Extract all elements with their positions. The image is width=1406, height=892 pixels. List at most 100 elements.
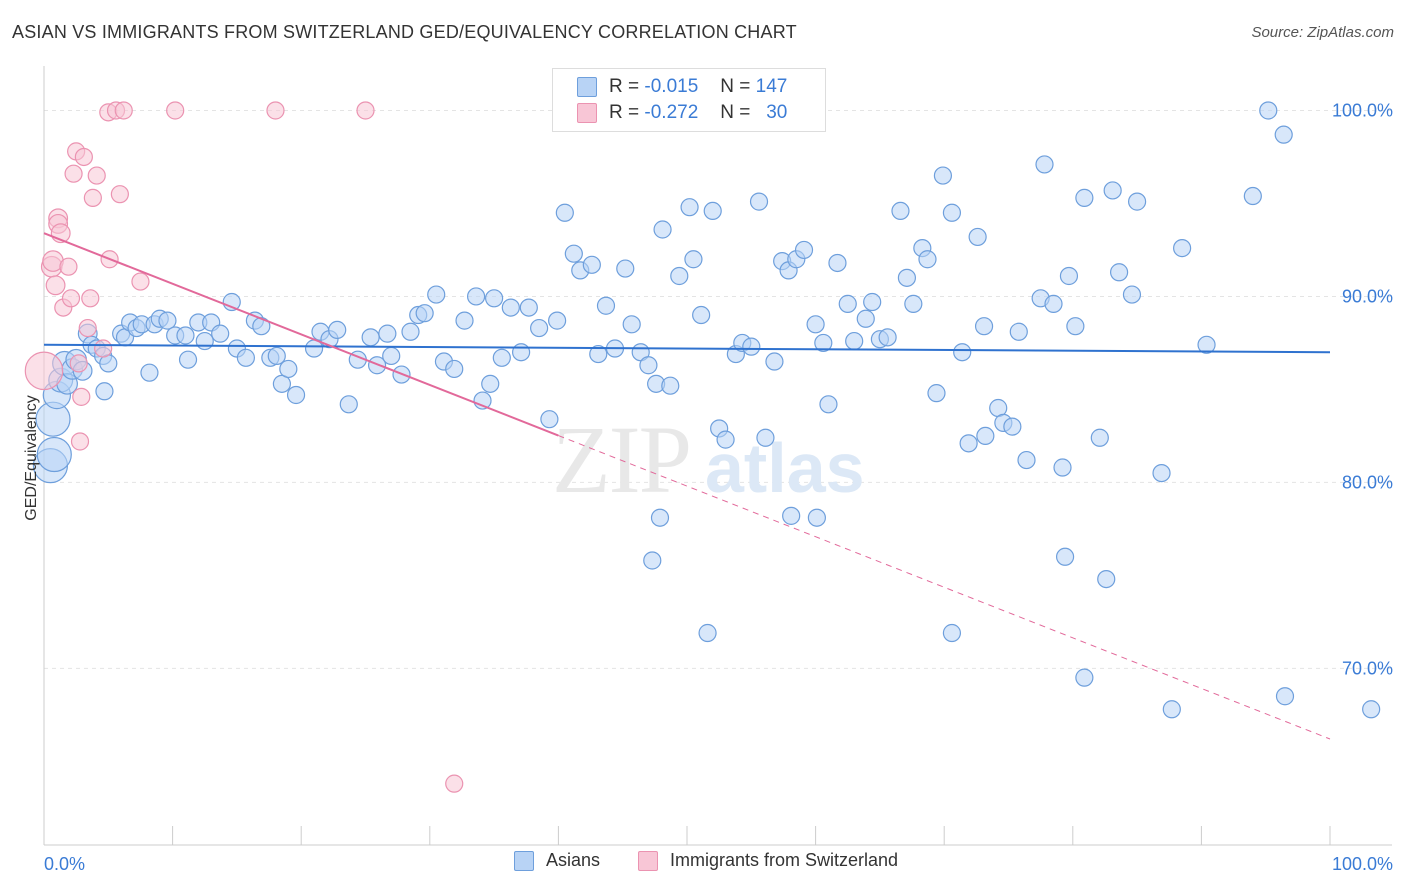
point-asians — [1055, 547, 1075, 566]
point-switzerland — [81, 289, 100, 308]
point-asians — [195, 331, 214, 351]
point-asians — [596, 296, 616, 315]
point-asians — [1103, 181, 1122, 200]
point-asians — [176, 326, 195, 345]
point-switzerland — [61, 289, 81, 308]
point-asians — [974, 317, 994, 336]
point-asians — [838, 294, 857, 313]
point-asians — [976, 426, 995, 446]
legend-swatch-switzerland — [638, 850, 658, 871]
y-tick-label: 70.0% — [1342, 658, 1393, 678]
point-asians — [140, 363, 159, 382]
trend-line-switzerland-extension — [558, 435, 1331, 740]
point-asians — [1035, 155, 1054, 174]
point-asians — [339, 395, 358, 414]
point-asians — [158, 311, 177, 330]
point-asians — [891, 201, 910, 221]
watermark-zip: ZIP — [552, 406, 690, 513]
point-asians — [953, 343, 972, 362]
point-switzerland — [94, 339, 113, 358]
chart-title: ASIAN VS IMMIGRANTS FROM SWITZERLAND GED… — [12, 22, 797, 42]
point-asians — [904, 294, 923, 313]
point-asians — [267, 346, 286, 366]
point-asians — [589, 344, 608, 364]
point-asians — [918, 250, 937, 269]
point-asians — [716, 430, 735, 449]
point-asians — [211, 324, 230, 343]
y-tick-label: 90.0% — [1342, 286, 1393, 306]
series-legend: Asians Immigrants from Switzerland — [0, 850, 1406, 878]
point-switzerland — [45, 275, 66, 296]
legend-n-label: N = — [720, 76, 751, 97]
point-asians — [519, 298, 538, 317]
legend-label-switzerland: Immigrants from Switzerland — [670, 850, 899, 870]
point-asians — [878, 328, 897, 347]
point-asians — [1075, 668, 1094, 687]
point-asians — [361, 328, 380, 347]
point-asians — [95, 382, 114, 401]
point-asians — [501, 298, 520, 317]
point-switzerland — [83, 188, 102, 207]
point-asians — [749, 192, 769, 211]
point-switzerland — [445, 774, 464, 793]
point-asians — [643, 551, 662, 570]
point-asians — [1109, 263, 1129, 282]
point-asians — [680, 198, 699, 217]
point-asians — [445, 359, 464, 379]
y-tick-label: 80.0% — [1342, 472, 1393, 492]
point-asians — [1059, 266, 1079, 286]
point-asians — [684, 250, 703, 269]
point-switzerland — [110, 185, 129, 204]
point-asians — [1259, 101, 1278, 120]
legend-label-asians: Asians — [546, 850, 601, 870]
point-asians — [530, 318, 549, 338]
point-asians — [622, 315, 641, 334]
point-asians — [1017, 450, 1036, 470]
legend-r-label: R = — [609, 102, 640, 123]
point-asians — [178, 350, 198, 369]
point-asians — [968, 227, 987, 247]
point-asians — [807, 508, 826, 527]
point-asians — [653, 220, 672, 239]
point-switzerland — [356, 101, 375, 120]
legend-row-asians: R = -0.015 N = 147 — [577, 75, 787, 99]
point-switzerland — [166, 101, 185, 120]
point-asians — [1173, 238, 1192, 258]
legend-r-label: R = — [609, 76, 640, 97]
point-asians — [1152, 463, 1171, 483]
point-asians — [933, 166, 953, 185]
point-asians — [427, 285, 446, 304]
point-asians — [698, 623, 717, 643]
point-switzerland — [59, 257, 78, 276]
point-asians — [856, 309, 875, 328]
point-asians — [819, 395, 838, 414]
point-asians — [555, 203, 574, 222]
point-asians — [1003, 417, 1022, 436]
point-asians — [1066, 317, 1085, 336]
legend-n-value: 147 — [755, 76, 788, 97]
x-tick-label-min: 0.0% — [44, 854, 85, 874]
point-asians — [492, 348, 511, 367]
point-asians — [328, 320, 347, 340]
point-asians — [481, 374, 500, 393]
point-asians — [1162, 700, 1181, 719]
point-asians — [814, 333, 833, 353]
point-asians — [942, 203, 962, 222]
point-asians — [806, 315, 825, 334]
point-asians — [639, 356, 658, 375]
point-switzerland — [87, 166, 106, 185]
point-asians — [692, 305, 711, 325]
legend-swatch-blue — [577, 77, 597, 97]
point-asians — [1243, 186, 1262, 206]
point-asians — [1075, 188, 1094, 207]
legend-item-asians[interactable]: Asians — [514, 850, 600, 871]
point-asians — [401, 322, 420, 341]
y-axis-label: GED/Equivalency — [23, 395, 40, 520]
point-asians — [845, 331, 864, 351]
point-asians — [582, 255, 601, 274]
point-switzerland — [24, 351, 64, 391]
point-asians — [703, 201, 722, 221]
legend-item-switzerland[interactable]: Immigrants from Switzerland — [638, 850, 898, 871]
point-asians — [466, 287, 486, 306]
